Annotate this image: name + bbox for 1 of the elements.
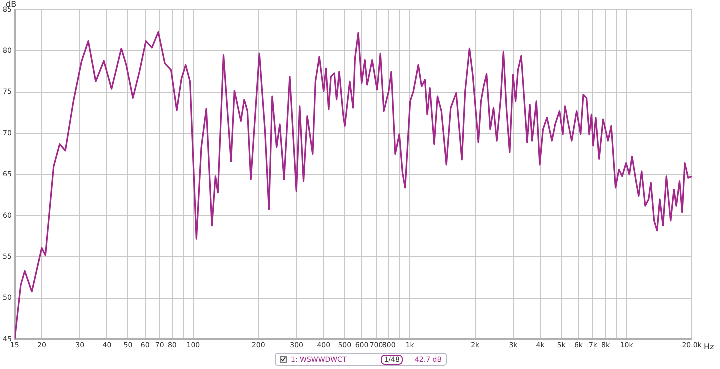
x-axis-title: Hz — [704, 342, 714, 352]
